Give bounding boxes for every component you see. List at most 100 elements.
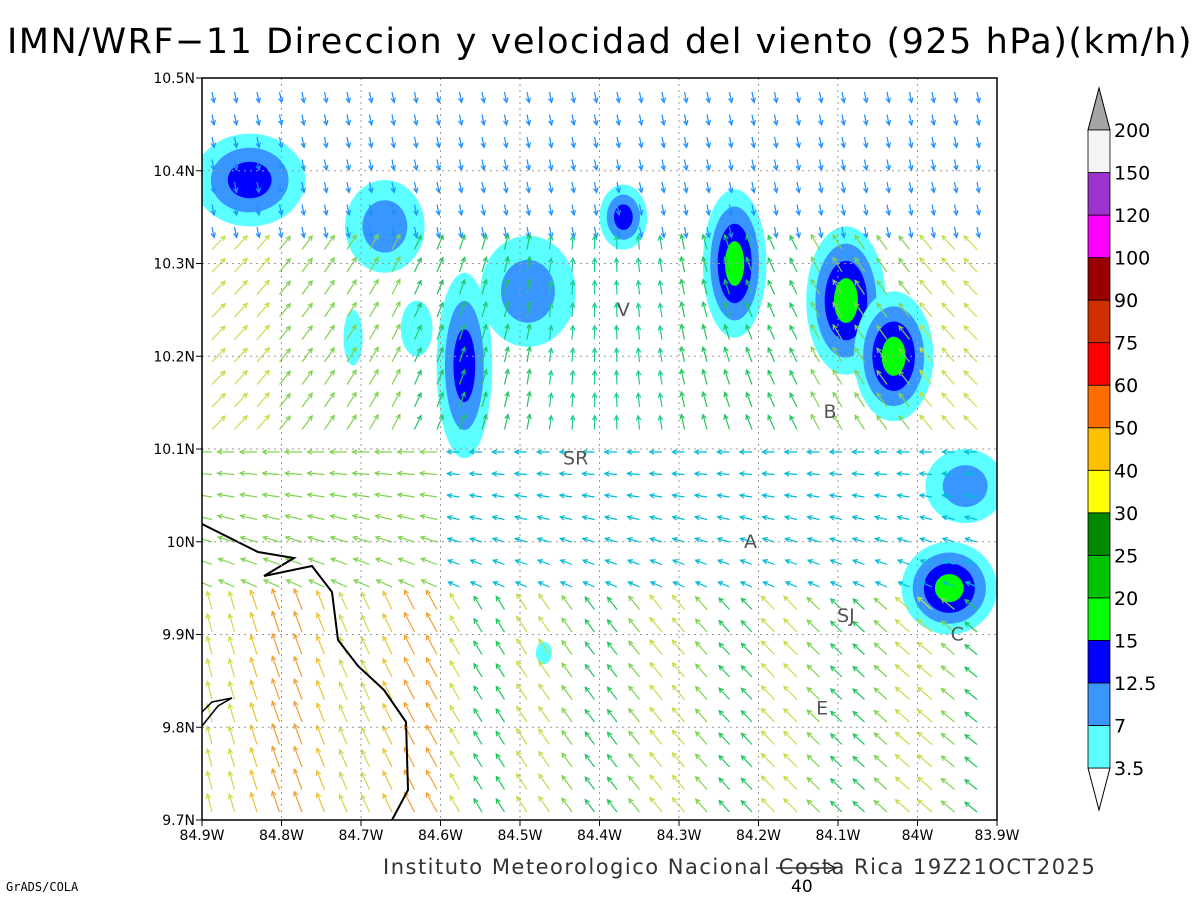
wind-arrow	[908, 181, 914, 194]
wind-arrow	[368, 159, 374, 172]
wind-arrow	[829, 777, 843, 790]
wind-arrow	[205, 657, 213, 678]
wind-arrow	[436, 324, 444, 340]
wind-arrow	[503, 345, 510, 363]
wind-arrow	[615, 204, 622, 217]
wind-arrow	[227, 657, 236, 678]
wind-arrow	[262, 557, 280, 566]
wind-arrow	[852, 800, 865, 813]
wind-arrow	[782, 617, 798, 633]
wind-arrow	[705, 159, 712, 172]
wind-arrow	[701, 278, 708, 295]
wind-arrow	[806, 471, 820, 477]
wind-arrow	[329, 513, 348, 521]
wind-arrow	[256, 256, 271, 273]
wind-arrow	[916, 664, 933, 678]
wind-arrow	[745, 323, 753, 340]
wind-arrow	[635, 346, 642, 363]
wind-arrow	[413, 369, 422, 385]
wind-arrow	[536, 492, 550, 499]
wind-arrow	[679, 345, 686, 363]
wind-arrow	[657, 324, 664, 340]
wind-arrow	[547, 279, 554, 295]
wind-arrow	[420, 579, 438, 588]
wind-arrow	[503, 255, 510, 273]
wind-arrow	[635, 279, 642, 295]
wind-arrow	[789, 257, 798, 273]
wind-arrow	[975, 114, 982, 127]
wind-arrow	[898, 392, 910, 408]
wind-arrow	[391, 390, 401, 408]
wind-arrow	[718, 642, 730, 655]
x-tick-label: 84.2W	[736, 828, 781, 844]
wind-arrow	[480, 181, 487, 194]
wind-arrow	[683, 159, 689, 172]
wind-arrow	[301, 257, 313, 273]
wind-arrow	[403, 656, 416, 678]
wind-arrow	[205, 635, 213, 655]
wind-arrow	[538, 660, 550, 678]
wind-arrow	[908, 159, 914, 172]
wind-arrow	[657, 257, 664, 273]
wind-arrow	[739, 537, 753, 543]
wind-arrow	[740, 777, 753, 790]
x-tick-label: 84.8W	[259, 828, 304, 844]
wind-arrow	[449, 592, 461, 610]
wind-arrow	[894, 776, 910, 790]
wind-arrow	[894, 618, 910, 633]
wind-arrow	[963, 325, 978, 340]
wind-arrow	[773, 226, 779, 239]
wind-arrow	[425, 769, 438, 790]
x-tick-label: 83.9W	[974, 828, 1019, 844]
wind-arrow	[628, 797, 640, 813]
wind-arrow	[202, 538, 213, 543]
wind-arrow	[649, 796, 663, 813]
colorbar-box	[1087, 469, 1111, 514]
wind-arrow	[918, 449, 933, 455]
wind-arrow	[626, 559, 640, 566]
wind-arrow	[829, 755, 843, 768]
wind-arrow	[278, 204, 284, 217]
wind-arrow	[547, 301, 554, 318]
wind-arrow	[649, 581, 663, 588]
wind-arrow	[300, 226, 307, 239]
wind-arrow	[538, 728, 550, 745]
wind-arrow	[863, 226, 869, 239]
wind-arrow	[773, 114, 779, 127]
wind-arrow	[782, 707, 798, 723]
wind-arrow	[323, 114, 329, 127]
place-label: V	[617, 299, 630, 321]
wind-arrow	[581, 514, 595, 521]
wind-arrow	[930, 91, 937, 104]
wind-arrow	[513, 471, 528, 477]
wind-arrow	[234, 257, 248, 273]
wind-arrow	[418, 449, 438, 455]
wind-arrow	[671, 559, 685, 566]
map-grid	[202, 78, 997, 820]
wind-arrow	[558, 471, 573, 477]
wind-arrow	[561, 662, 573, 678]
wind-arrow	[293, 632, 303, 655]
wind-arrow	[908, 136, 914, 149]
wind-arrow	[851, 471, 865, 477]
colorbar-box	[1087, 512, 1111, 556]
wind-arrow	[829, 537, 843, 543]
x-tick-label: 84.4W	[577, 828, 622, 844]
wind-arrow	[829, 559, 843, 566]
wind-arrow	[635, 414, 642, 430]
wind-arrow	[591, 346, 598, 363]
wind-arrow	[536, 471, 550, 477]
wind-arrow	[649, 559, 663, 566]
wind-arrow	[480, 136, 487, 149]
wind-arrow	[660, 136, 667, 149]
wind-arrow	[657, 414, 664, 430]
wind-arrow	[782, 775, 798, 790]
wind-arrow	[570, 204, 577, 217]
wind-arrow	[963, 471, 978, 477]
wind-arrow	[233, 226, 239, 239]
wind-arrow	[693, 514, 708, 521]
wind-arrow	[854, 324, 865, 340]
wind-arrow	[832, 323, 843, 340]
wind-arrow	[413, 234, 422, 250]
wind-arrow	[773, 91, 779, 104]
